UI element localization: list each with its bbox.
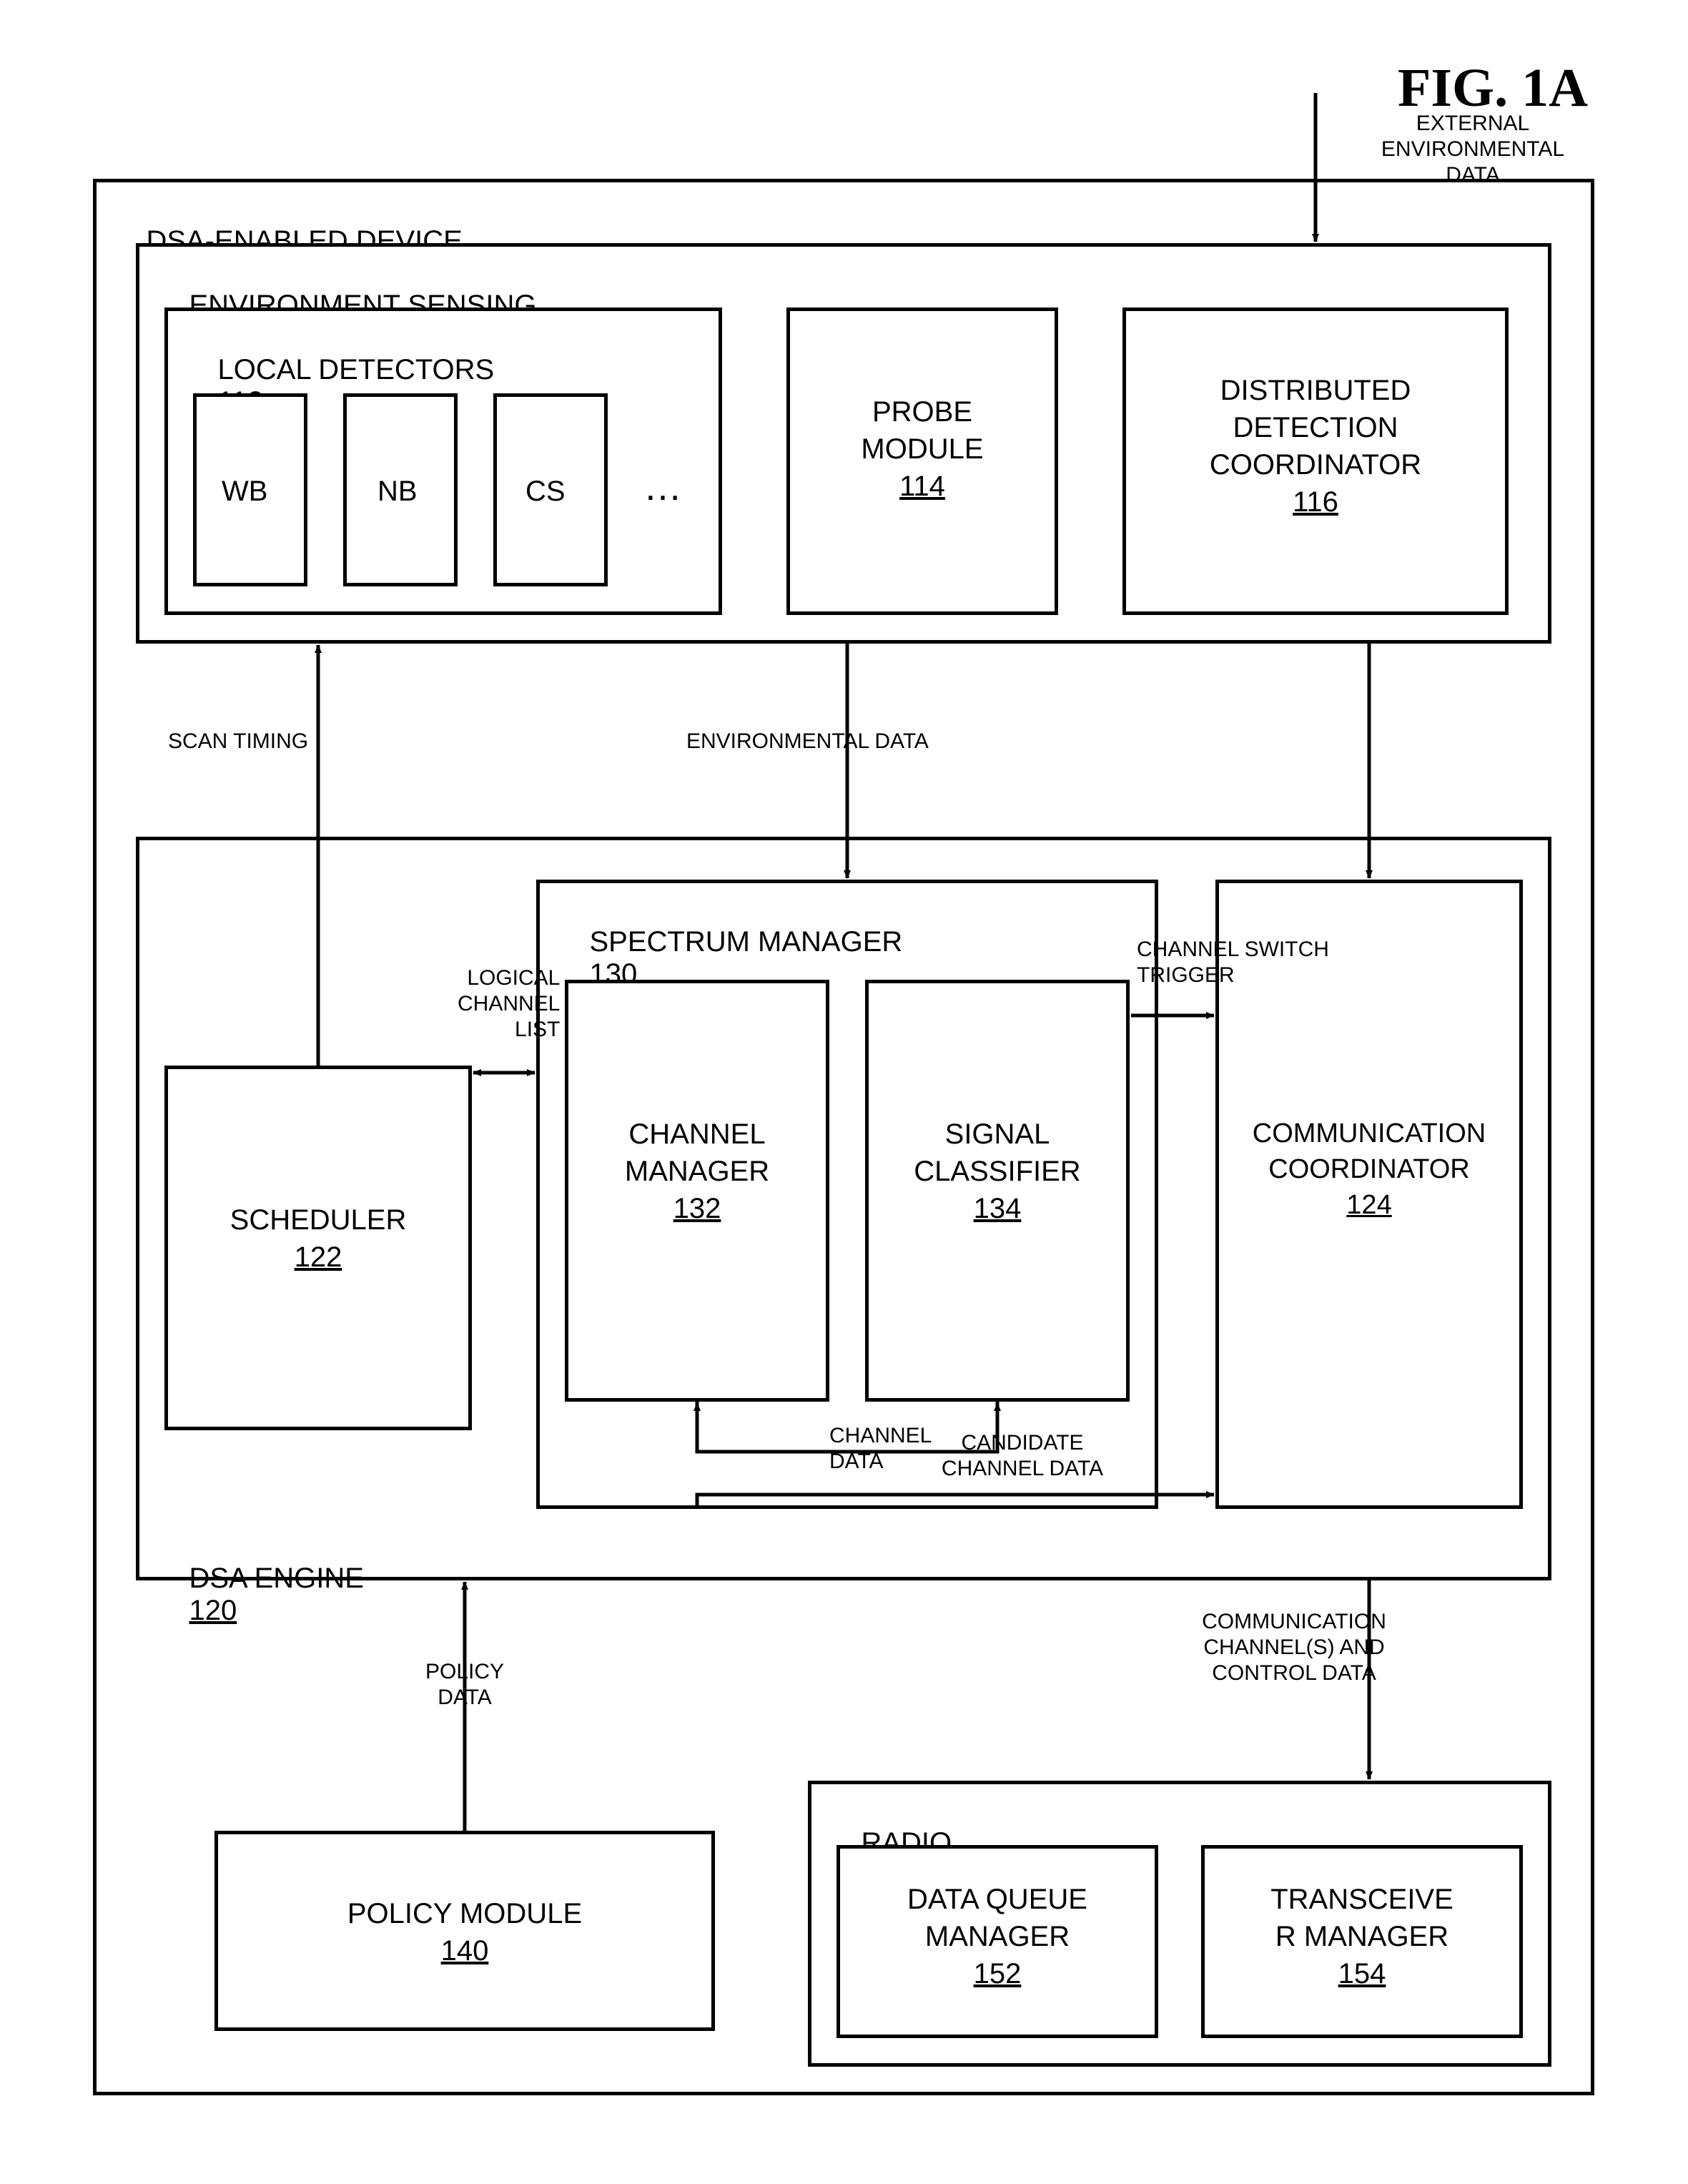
label-sig-class: SIGNAL CLASSIFIER 134 (865, 1116, 1130, 1227)
num-sig-class: 134 (974, 1193, 1022, 1224)
label-nb: NB (377, 476, 418, 508)
label-probe: PROBE MODULE 114 (786, 393, 1058, 505)
label-wb: WB (222, 476, 267, 508)
num-comm-coord: 124 (1346, 1190, 1391, 1220)
text-ddc-3: COORDINATOR (1210, 449, 1421, 481)
label-dqm: DATA QUEUE MANAGER 152 (836, 1881, 1158, 1992)
num-dqm: 152 (974, 1958, 1022, 1989)
page: FIG. 1A DSA-ENABLED DEVICE 100 ENVIRONME… (0, 0, 1688, 2184)
text-comm-coord-2: COORDINATOR (1268, 1154, 1470, 1184)
edge-label-switch: CHANNEL SWITCH TRIGGER (1137, 937, 1329, 988)
text-scheduler: SCHEDULER (230, 1204, 407, 1236)
label-policy: POLICY MODULE 140 (214, 1895, 715, 1969)
num-dsa-engine: 120 (189, 1595, 237, 1626)
text-txm-2: R MANAGER (1275, 1921, 1448, 1952)
label-cs: CS (525, 476, 566, 508)
label-comm-coord: COMMUNICATION COORDINATOR 124 (1215, 1116, 1523, 1223)
label-dsa-engine: DSA ENGINE 120 (157, 1530, 364, 1659)
text-comm-coord-1: COMMUNICATION (1253, 1118, 1486, 1148)
text-local-detectors: LOCAL DETECTORS (217, 354, 494, 385)
text-chan-mgr-1: CHANNEL (628, 1118, 765, 1150)
edge-label-env-data: ENVIRONMENTAL DATA (686, 729, 929, 754)
figure-title: FIG. 1A (1398, 57, 1588, 119)
text-dqm-1: DATA QUEUE (907, 1884, 1087, 1915)
text-dsa-engine: DSA ENGINE (189, 1563, 364, 1594)
edge-label-candidate: CANDIDATE CHANNEL DATA (901, 1430, 1144, 1482)
edge-label-scan-timing: SCAN TIMING (168, 729, 308, 754)
text-probe-1: PROBE (872, 396, 972, 428)
text-ddc-1: DISTRIBUTED (1220, 375, 1411, 406)
num-chan-mgr: 132 (673, 1193, 721, 1224)
edge-label-ext-env: EXTERNAL ENVIRONMENTAL DATA (1344, 111, 1601, 188)
num-policy: 140 (441, 1935, 489, 1967)
label-ellipsis: … (643, 465, 682, 509)
text-chan-mgr-2: MANAGER (625, 1156, 769, 1187)
label-scheduler: SCHEDULER 122 (164, 1201, 472, 1276)
text-dqm-2: MANAGER (925, 1921, 1070, 1952)
label-chan-mgr: CHANNEL MANAGER 132 (565, 1116, 829, 1227)
label-ddc: DISTRIBUTED DETECTION COORDINATOR 116 (1122, 372, 1509, 521)
edge-label-policy-data: POLICY DATA (400, 1659, 529, 1711)
num-scheduler: 122 (295, 1241, 342, 1273)
num-ddc: 116 (1293, 486, 1338, 518)
text-txm-1: TRANSCEIVE (1270, 1884, 1453, 1915)
num-txm: 154 (1338, 1958, 1386, 1989)
edge-label-comm-chan: COMMUNICATION CHANNEL(S) AND CONTROL DAT… (1173, 1609, 1416, 1686)
edge-label-logical: LOGICAL CHANNEL LIST (458, 965, 560, 1043)
text-spectrum-mgr: SPECTRUM MANAGER (589, 926, 902, 958)
num-probe: 114 (899, 471, 945, 502)
text-policy: POLICY MODULE (347, 1898, 582, 1929)
text-sig-class-1: SIGNAL (945, 1118, 1050, 1150)
text-probe-2: MODULE (861, 433, 983, 465)
text-ddc-2: DETECTION (1233, 412, 1398, 443)
label-txm: TRANSCEIVE R MANAGER 154 (1201, 1881, 1523, 1992)
text-sig-class-2: CLASSIFIER (914, 1156, 1080, 1187)
